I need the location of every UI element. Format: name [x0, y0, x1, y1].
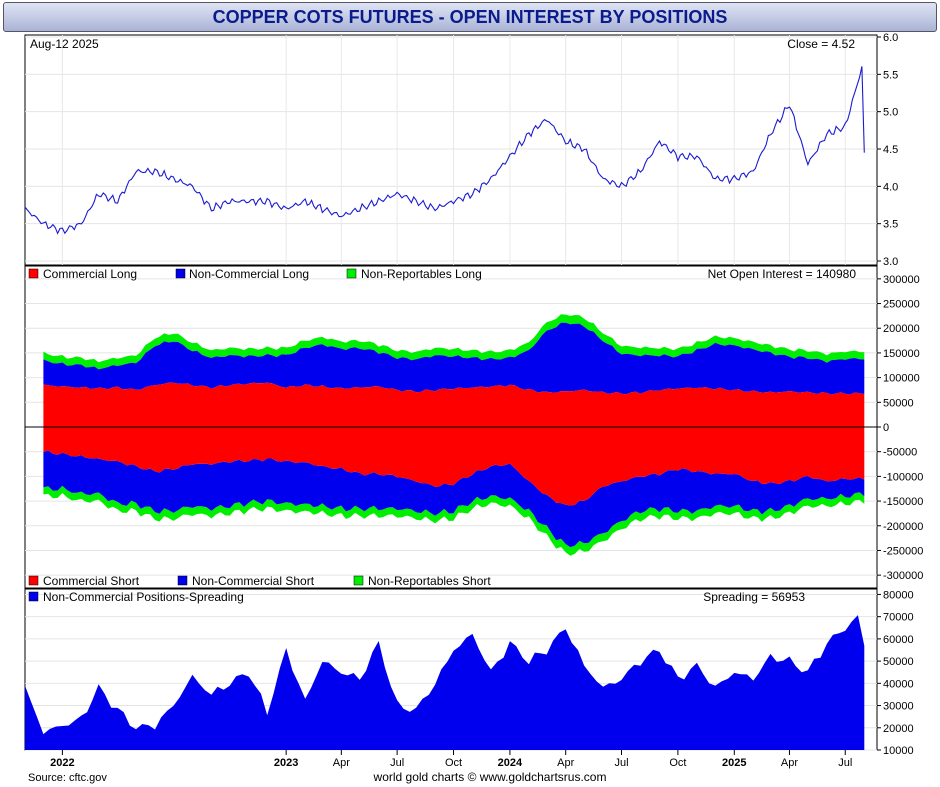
oi-y-tick-label: 150000 [883, 348, 920, 360]
oi-y-tick-label: -150000 [883, 496, 923, 508]
non-reportables-long-area [43, 314, 865, 370]
legend-swatch-nonreportables-short [353, 575, 364, 586]
chart-title: COPPER COTS FUTURES - OPEN INTEREST BY P… [3, 2, 937, 32]
footer-credit: world gold charts © www.goldchartsrus.co… [373, 770, 607, 784]
spreading-y-tick-label: 40000 [883, 678, 914, 690]
oi-y-tick-label: 300000 [883, 274, 920, 286]
price-line [24, 66, 865, 235]
price-close-label: Close = 4.52 [787, 37, 855, 51]
x-tick-label: Oct [445, 757, 462, 769]
x-tick-label: 2025 [722, 757, 746, 769]
x-tick-label: 2023 [274, 757, 298, 769]
oi-y-tick-label: -200000 [883, 521, 923, 533]
x-tick-label: Apr [333, 757, 350, 769]
spreading-y-tick-label: 20000 [883, 723, 914, 735]
non-commercial-short-area [43, 450, 865, 548]
x-tick-label: 2022 [50, 757, 74, 769]
oi-y-tick-label: 0 [883, 422, 889, 434]
commercial-long-area [43, 382, 865, 427]
spreading-area [25, 615, 865, 750]
legend-swatch-noncommercial-short [177, 575, 188, 586]
legend-noncommercial-long: Non-Commercial Long [189, 267, 309, 281]
source-label: Source: cftc.gov [28, 772, 107, 784]
non-reportables-short-area [43, 485, 865, 556]
non-commercial-long-area [43, 322, 865, 395]
spreading-value-label: Spreading = 56953 [703, 590, 805, 604]
oi-y-tick-label: 50000 [883, 397, 914, 409]
oi-y-tick-label: 200000 [883, 323, 920, 335]
spreading-y-tick-label: 10000 [883, 745, 914, 757]
spreading-y-tick-label: 30000 [883, 701, 914, 713]
price-y-tick-label: 5.5 [883, 69, 898, 81]
spreading-y-tick-label: 70000 [883, 612, 914, 624]
legend-noncommercial-short: Non-Commercial Short [192, 574, 315, 588]
legend-commercial-long: Commercial Long [43, 267, 137, 281]
price-y-tick-label: 3.0 [883, 256, 898, 268]
spreading-y-tick-label: 50000 [883, 656, 914, 668]
x-tick-label: 2024 [498, 757, 523, 769]
oi-y-tick-label: 100000 [883, 373, 920, 385]
oi-y-tick-label: 250000 [883, 299, 920, 311]
legend-swatch-noncommercial-long [175, 268, 186, 279]
legend-nonreportables-short: Non-Reportables Short [368, 574, 491, 588]
spreading-panel: 10000 20000 30000 40000 50000 60000 70000 80000… [24, 588, 914, 757]
legend-swatch-spreading [28, 591, 39, 602]
oi-y-tick-label: -100000 [883, 471, 923, 483]
x-axis-ticks: 2022 2023 Apr Jul Oct 2024 Apr Jul Oct 2025 Apr Jul [50, 750, 852, 769]
price-y-ticks: 3.0 3.5 4.0 4.5 5.0 5.5 6.0 [877, 32, 898, 268]
net-open-interest-label: Net Open Interest = 140980 [708, 267, 857, 281]
price-y-tick-label: 5.0 [883, 107, 898, 119]
price-y-tick-label: 4.0 [883, 181, 898, 193]
price-panel-frame [24, 34, 878, 266]
x-tick-label: Jul [838, 757, 852, 769]
oi-y-ticks: -300000 -250000 -200000 -150000 -100000 -5000… [877, 274, 923, 582]
open-interest-panel: -300000 -250000 -200000 -150000 -100000 -5000… [24, 265, 923, 589]
legend-swatch-commercial-short [28, 575, 39, 586]
x-tick-label: Jul [390, 757, 404, 769]
commercial-short-area [43, 427, 865, 506]
x-tick-label: Jul [614, 757, 628, 769]
spreading-y-tick-label: 60000 [883, 634, 914, 646]
legend-swatch-commercial-long [28, 268, 39, 279]
spreading-y-ticks: 10000 20000 30000 40000 50000 60000 70000 80000 [877, 589, 914, 757]
price-y-tick-label: 3.5 [883, 219, 898, 231]
price-y-tick-label: 6.0 [883, 32, 898, 44]
price-y-tick-label: 4.5 [883, 144, 898, 156]
legend-swatch-nonreportables-long [346, 268, 357, 279]
legend-spreading: Non-Commercial Positions-Spreading [43, 590, 244, 604]
spreading-y-tick-label: 80000 [883, 589, 914, 601]
price-date-label: Aug-12 2025 [30, 37, 99, 51]
legend-commercial-short: Commercial Short [43, 574, 140, 588]
oi-y-tick-label: -250000 [883, 545, 923, 557]
x-tick-label: Apr [781, 757, 798, 769]
x-tick-label: Oct [669, 757, 686, 769]
legend-nonreportables-long: Non-Reportables Long [361, 267, 482, 281]
oi-y-tick-label: -50000 [883, 447, 917, 459]
x-tick-label: Apr [557, 757, 574, 769]
oi-y-tick-label: -300000 [883, 570, 923, 582]
